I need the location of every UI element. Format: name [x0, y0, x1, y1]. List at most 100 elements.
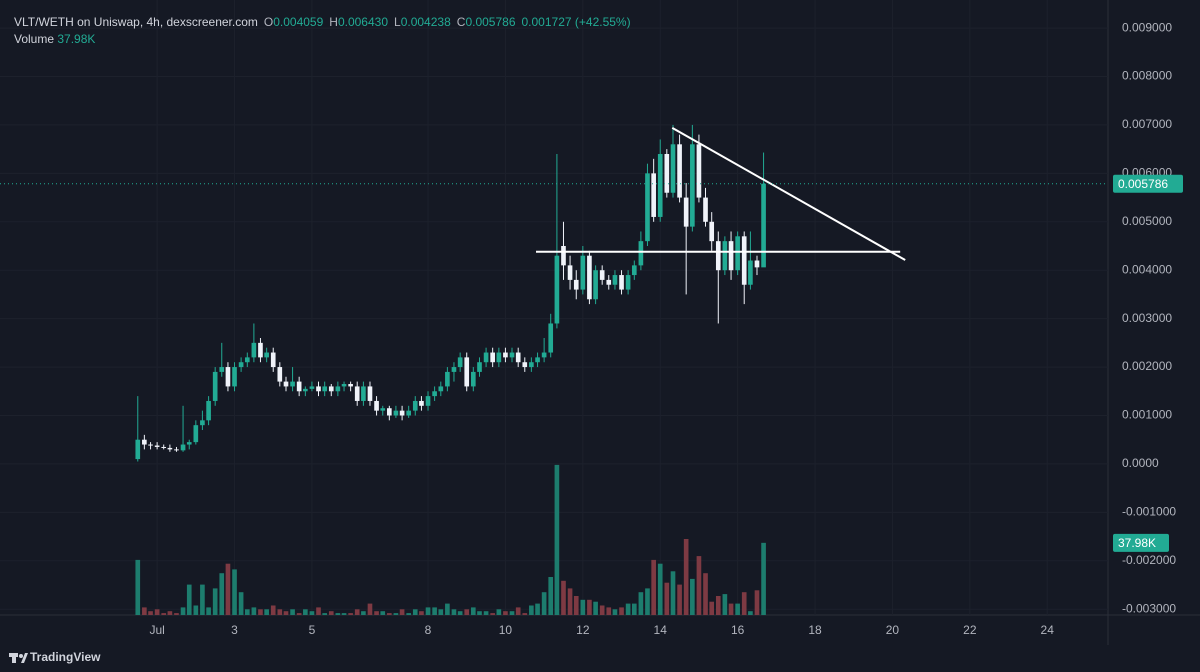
- volume-bar: [477, 611, 482, 615]
- volume-bar: [496, 609, 502, 615]
- candle-body: [361, 386, 366, 401]
- candle-body: [387, 408, 392, 416]
- volume-bar: [206, 607, 211, 615]
- volume-bar: [412, 609, 418, 615]
- volume-bar: [154, 609, 160, 615]
- volume-bar: [200, 584, 205, 615]
- volume-bar: [393, 613, 399, 615]
- y-tick-label: 0.004000: [1122, 262, 1172, 276]
- volume-bar: [258, 609, 263, 615]
- candle-body: [709, 221, 715, 242]
- candle-body: [645, 173, 650, 242]
- candle-body: [135, 439, 141, 460]
- x-tick-label: 22: [963, 623, 977, 637]
- x-tick-label: 20: [886, 623, 900, 637]
- candle-body: [438, 386, 444, 392]
- volume-bar: [451, 609, 457, 615]
- volume-bar: [677, 584, 682, 615]
- volume-bar: [529, 605, 534, 615]
- volume-bar: [341, 613, 347, 615]
- volume-bar: [316, 607, 321, 615]
- volume-bar: [283, 611, 289, 615]
- candle-body: [522, 362, 528, 368]
- volume-bar: [735, 603, 740, 615]
- candle-body: [619, 275, 624, 290]
- y-tick-label: 0.009000: [1122, 20, 1172, 34]
- candle-body: [354, 386, 360, 401]
- price-tag-label: 0.005786: [1118, 177, 1168, 191]
- x-tick-label: Jul: [149, 623, 164, 637]
- candle-body: [593, 270, 598, 300]
- volume-bar: [380, 611, 386, 615]
- candle-body: [161, 446, 167, 448]
- candle-body: [748, 260, 753, 285]
- candle-body: [232, 367, 237, 387]
- volume-bar: [374, 611, 379, 615]
- volume-bar: [599, 605, 605, 615]
- volume-bar: [690, 578, 695, 615]
- candle-body: [722, 241, 728, 271]
- volume-bar: [728, 603, 734, 615]
- candle-body: [561, 246, 566, 266]
- volume-bar: [554, 464, 560, 615]
- x-tick-label: 8: [425, 623, 432, 637]
- volume-bar: [561, 580, 566, 615]
- volume-bar: [741, 592, 747, 615]
- header-row: VLT/WETH on Uniswap, 4h, dexscreener.com…: [14, 14, 631, 31]
- candle-body: [380, 408, 386, 411]
- volume-bar: [322, 613, 328, 615]
- volume-title: Volume: [14, 32, 55, 46]
- candle-body: [154, 445, 160, 447]
- candle-body: [322, 386, 328, 392]
- ohlc-value: 0.004238: [400, 15, 451, 29]
- candle-body: [142, 439, 147, 445]
- ohlc-key: H: [329, 15, 338, 29]
- candle-body: [283, 381, 289, 387]
- volume-bar: [619, 607, 624, 615]
- candle-body: [367, 386, 373, 401]
- volume-bar: [541, 592, 547, 615]
- y-tick-label: 0.002000: [1122, 359, 1172, 373]
- candle-body: [148, 444, 153, 446]
- candle-body: [328, 386, 334, 392]
- header-row: Volume 37.98K: [14, 31, 631, 48]
- candle-body: [206, 400, 211, 421]
- volume-bar: [367, 603, 373, 615]
- candle-body: [316, 386, 321, 392]
- y-tick-label: 0.007000: [1122, 117, 1172, 131]
- candle-body: [638, 241, 644, 266]
- y-tick-label: 0.008000: [1122, 69, 1172, 83]
- volume-bar: [709, 601, 715, 615]
- ohlc-value: 0.004059: [273, 15, 324, 29]
- x-tick-label: 14: [654, 623, 668, 637]
- volume-bar: [573, 596, 579, 615]
- ohlc-value: 0.006430: [337, 15, 389, 29]
- volume-bar: [270, 605, 276, 615]
- volume-tag-label: 37.98K: [1118, 536, 1156, 550]
- volume-bar: [670, 571, 676, 615]
- volume-bar: [625, 603, 631, 615]
- volume-bar: [238, 592, 244, 615]
- candle-body: [606, 279, 612, 285]
- logo: [9, 653, 28, 663]
- volume-bar: [612, 609, 618, 615]
- volume-bar: [406, 613, 412, 615]
- logo-shape: [19, 654, 23, 658]
- volume-bar: [219, 573, 225, 615]
- candle-body: [251, 342, 257, 358]
- candle-body: [244, 357, 250, 363]
- logo-shape: [12, 653, 16, 663]
- candle-body: [200, 420, 205, 426]
- candle-body: [419, 400, 424, 406]
- candle-body: [612, 275, 618, 285]
- volume-bar: [703, 573, 708, 615]
- candle-body: [735, 236, 740, 271]
- candle-body: [761, 183, 766, 268]
- volume-bar: [593, 601, 598, 615]
- volume-bar: [490, 613, 495, 615]
- candle-body: [587, 255, 592, 300]
- volume-bar: [296, 613, 302, 615]
- candle-body: [412, 400, 418, 411]
- volume-bar: [509, 611, 515, 615]
